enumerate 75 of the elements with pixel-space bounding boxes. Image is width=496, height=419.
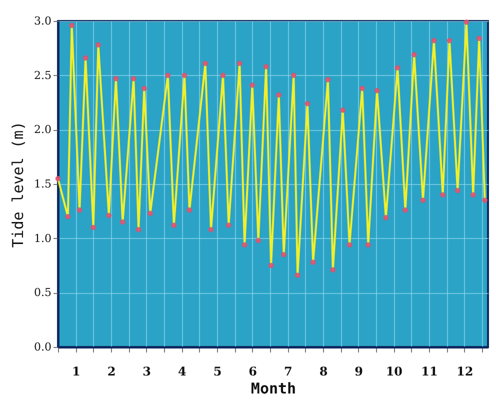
point <box>76 207 82 213</box>
point <box>420 198 426 203</box>
point <box>113 76 119 82</box>
point <box>208 227 214 232</box>
x-tick-label: 5 <box>213 364 222 378</box>
y-axis-title: Tide level (m) <box>9 121 28 248</box>
point <box>281 252 286 258</box>
point <box>446 38 452 44</box>
point <box>130 76 136 82</box>
point <box>340 107 346 113</box>
x-tick-label: 8 <box>319 364 328 378</box>
point <box>186 207 192 213</box>
point <box>165 72 171 78</box>
point <box>291 72 296 78</box>
point <box>96 42 101 48</box>
point <box>268 262 274 268</box>
point <box>250 82 255 88</box>
y-tick-label: 3.0 <box>34 14 52 28</box>
point <box>142 86 147 92</box>
point <box>464 19 470 25</box>
point <box>202 60 208 66</box>
point <box>346 242 352 248</box>
point <box>476 36 482 42</box>
point <box>310 260 316 265</box>
point <box>482 198 488 203</box>
y-tick-label: 1.0 <box>34 232 52 245</box>
point <box>412 52 417 58</box>
point <box>69 22 74 28</box>
point <box>256 238 261 244</box>
point <box>65 214 71 220</box>
point <box>106 212 112 218</box>
y-tick-label: 1.5 <box>34 178 52 190</box>
point <box>304 100 310 106</box>
point <box>136 227 142 232</box>
point <box>182 72 188 78</box>
point <box>82 55 88 61</box>
point <box>440 192 446 198</box>
x-tick-label: 3 <box>142 364 152 378</box>
x-tick-label: 10 <box>386 364 403 378</box>
point <box>226 222 232 228</box>
x-tick-label: 9 <box>354 364 364 378</box>
point <box>431 38 437 44</box>
point <box>330 267 336 272</box>
point <box>374 88 380 94</box>
x-tick-label: 11 <box>421 364 438 378</box>
x-tick-label: 1 <box>72 364 80 378</box>
point <box>120 219 126 225</box>
point <box>394 65 400 70</box>
point <box>220 72 226 78</box>
point <box>294 272 300 278</box>
point <box>263 64 269 70</box>
x-tick-label: 4 <box>178 364 186 378</box>
point <box>470 192 476 198</box>
y-tick-label: 2.0 <box>34 123 52 136</box>
y-tick-label: 0.5 <box>34 286 52 300</box>
point <box>242 242 248 248</box>
y-tick-label: 2.5 <box>34 68 52 82</box>
point <box>55 176 61 182</box>
point <box>276 92 282 98</box>
point <box>148 210 153 216</box>
point <box>325 77 331 82</box>
point <box>383 215 389 220</box>
point <box>171 222 177 228</box>
x-tick-label: 2 <box>107 364 116 378</box>
point <box>90 224 96 230</box>
x-tick-label: 12 <box>456 364 474 378</box>
y-tick-label: 0.0 <box>34 340 52 354</box>
x-tick-label: 7 <box>284 364 292 378</box>
x-axis-title: Month <box>250 380 296 398</box>
point <box>360 86 365 92</box>
x-tick-label: 6 <box>248 364 258 378</box>
point <box>236 60 242 66</box>
point <box>402 207 408 213</box>
point <box>366 242 371 248</box>
point <box>454 188 460 194</box>
